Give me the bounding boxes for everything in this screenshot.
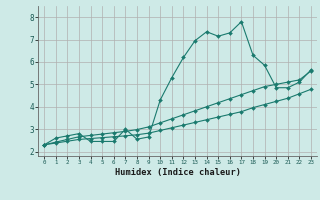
X-axis label: Humidex (Indice chaleur): Humidex (Indice chaleur) [115,168,241,177]
